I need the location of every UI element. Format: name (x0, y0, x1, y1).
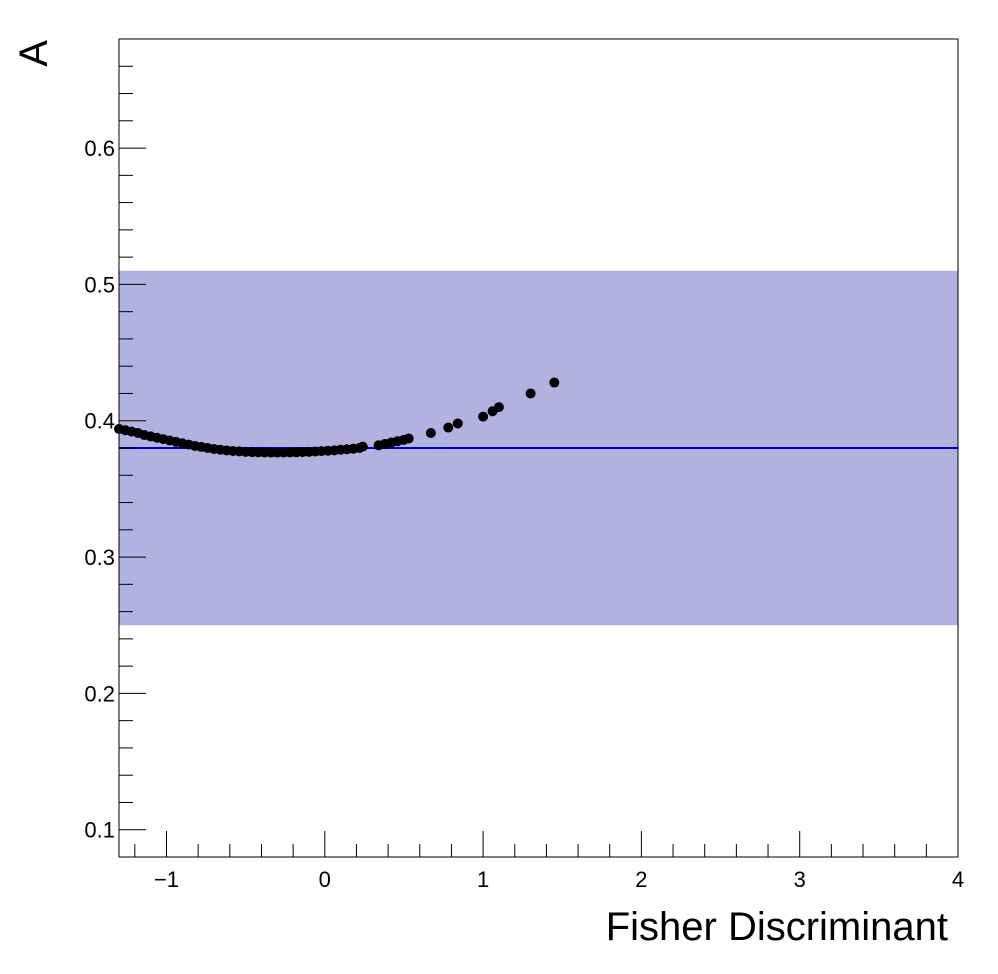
y-tick-label: 0.2 (84, 681, 115, 706)
x-tick-label: 2 (635, 867, 647, 892)
x-tick-label: 3 (794, 867, 806, 892)
y-tick-label: 0.4 (84, 409, 115, 434)
data-point (493, 402, 504, 413)
data-point (452, 418, 463, 429)
x-tick-label: 0 (319, 867, 331, 892)
x-axis-title: Fisher Discriminant (606, 905, 948, 949)
data-point (443, 422, 454, 433)
data-point (525, 388, 536, 399)
data-point (403, 433, 414, 444)
data-point (425, 428, 436, 439)
data-point (478, 411, 489, 422)
y-axis-title: A (12, 40, 56, 67)
data-point (549, 377, 560, 388)
y-tick-label: 0.1 (84, 818, 115, 843)
y-tick-label: 0.6 (84, 136, 115, 161)
x-tick-label: 4 (952, 867, 964, 892)
y-tick-label: 0.3 (84, 545, 115, 570)
x-tick-label: −1 (154, 867, 179, 892)
x-tick-label: 1 (477, 867, 489, 892)
data-point (357, 441, 368, 452)
y-tick-label: 0.5 (84, 272, 115, 297)
